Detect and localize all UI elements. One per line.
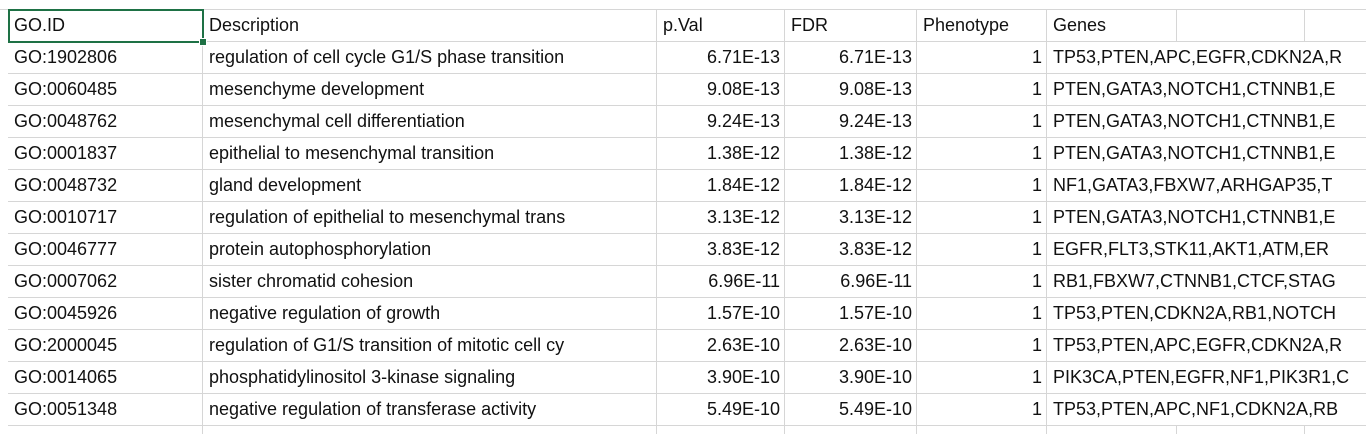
genes-cell[interactable]: EGFR,FLT3,STK11,AKT1,ATM,ER [1047, 234, 1366, 266]
genes-cell[interactable]: PTEN,GATA3,NOTCH1,CTNNB1,E [1047, 202, 1366, 234]
genes-cell[interactable]: NF1,GATA3,FBXW7,ARHGAP35,T [1047, 170, 1366, 202]
cell[interactable]: 1 [917, 138, 1047, 170]
cell[interactable]: 6.96E-11 [657, 266, 785, 298]
cell[interactable]: 1 [917, 202, 1047, 234]
cell[interactable]: 5.49E-10 [657, 394, 785, 426]
cell[interactable]: 2.63E-10 [657, 330, 785, 362]
genes-cell[interactable]: PTEN,GATA3,NOTCH1,CTNNB1,E [1047, 138, 1366, 170]
cell[interactable]: mesenchyme development [203, 74, 657, 106]
cell[interactable]: GO:0048762 [8, 106, 203, 138]
cell[interactable]: GO:0060485 [8, 74, 203, 106]
cell[interactable]: 9.08E-13 [657, 74, 785, 106]
cell[interactable]: 1.38E-12 [657, 138, 785, 170]
cell[interactable]: 1 [917, 74, 1047, 106]
genes-cell[interactable]: TP53,PTEN,CDKN2A,RB1,NOTCH [1047, 298, 1366, 330]
cell[interactable]: 3.90E-10 [785, 362, 917, 394]
header-cell[interactable]: Phenotype [917, 10, 1047, 42]
genes-cell[interactable]: PIK3CA,PTEN,EGFR,NF1,PIK3R1,C [1047, 362, 1366, 394]
cell[interactable]: 3.13E-12 [657, 202, 785, 234]
genes-cell[interactable]: PTEN,GATA3,NOTCH1,CTNNB1,E [1047, 74, 1366, 106]
empty-cell[interactable] [785, 426, 917, 434]
cell[interactable]: protein autophosphorylation [203, 234, 657, 266]
cell[interactable]: 1 [917, 234, 1047, 266]
header-cell[interactable]: p.Val [657, 10, 785, 42]
header-cell[interactable]: Genes [1047, 10, 1177, 42]
cell[interactable]: 9.24E-13 [785, 106, 917, 138]
cell[interactable]: GO:2000045 [8, 330, 203, 362]
cell[interactable]: 1 [917, 362, 1047, 394]
empty-cell[interactable] [8, 426, 203, 434]
cell[interactable]: GO:0001837 [8, 138, 203, 170]
cell[interactable]: GO:0045926 [8, 298, 203, 330]
empty-cell[interactable] [917, 426, 1047, 434]
cell[interactable]: sister chromatid cohesion [203, 266, 657, 298]
empty-cell[interactable] [1305, 10, 1366, 42]
cell[interactable]: 1 [917, 330, 1047, 362]
cell[interactable]: GO:0048732 [8, 170, 203, 202]
cell[interactable]: gland development [203, 170, 657, 202]
header-cell[interactable]: GO.ID [8, 10, 203, 42]
empty-cell[interactable] [1177, 10, 1305, 42]
cell[interactable]: 3.83E-12 [785, 234, 917, 266]
cell[interactable]: regulation of cell cycle G1/S phase tran… [203, 42, 657, 74]
cell[interactable]: epithelial to mesenchymal transition [203, 138, 657, 170]
cell[interactable]: GO:0014065 [8, 362, 203, 394]
cell[interactable]: GO:0007062 [8, 266, 203, 298]
cell[interactable]: 1.57E-10 [657, 298, 785, 330]
cell[interactable]: regulation of G1/S transition of mitotic… [203, 330, 657, 362]
cell[interactable]: 3.13E-12 [785, 202, 917, 234]
cell[interactable]: mesenchymal cell differentiation [203, 106, 657, 138]
cell[interactable]: 1.38E-12 [785, 138, 917, 170]
genes-cell[interactable]: TP53,PTEN,APC,EGFR,CDKN2A,R [1047, 330, 1366, 362]
cell[interactable]: negative regulation of growth [203, 298, 657, 330]
cell[interactable]: negative regulation of transferase activ… [203, 394, 657, 426]
empty-cell[interactable] [203, 426, 657, 434]
cell[interactable]: regulation of epithelial to mesenchymal … [203, 202, 657, 234]
cell[interactable]: 1.84E-12 [657, 170, 785, 202]
cell[interactable]: 9.24E-13 [657, 106, 785, 138]
header-cell[interactable]: Description [203, 10, 657, 42]
cell[interactable]: 6.71E-13 [785, 42, 917, 74]
cell[interactable]: 1 [917, 170, 1047, 202]
cell[interactable]: 1 [917, 298, 1047, 330]
genes-cell[interactable]: PTEN,GATA3,NOTCH1,CTNNB1,E [1047, 106, 1366, 138]
cell[interactable]: 2.63E-10 [785, 330, 917, 362]
cell[interactable]: GO:0010717 [8, 202, 203, 234]
empty-cell[interactable] [1177, 426, 1305, 434]
empty-cell[interactable] [657, 426, 785, 434]
cell[interactable]: GO:1902806 [8, 42, 203, 74]
cell[interactable]: 1.57E-10 [785, 298, 917, 330]
cell[interactable]: 6.96E-11 [785, 266, 917, 298]
cell[interactable]: 1 [917, 106, 1047, 138]
cell[interactable]: 3.83E-12 [657, 234, 785, 266]
cell[interactable]: GO:0051348 [8, 394, 203, 426]
empty-cell[interactable] [1047, 426, 1177, 434]
cell[interactable]: 1 [917, 266, 1047, 298]
empty-cell[interactable] [1305, 426, 1366, 434]
cell[interactable]: 6.71E-13 [657, 42, 785, 74]
cell[interactable]: 1 [917, 394, 1047, 426]
cell[interactable]: phosphatidylinositol 3-kinase signaling [203, 362, 657, 394]
cell[interactable]: 5.49E-10 [785, 394, 917, 426]
header-cell[interactable]: FDR [785, 10, 917, 42]
genes-cell[interactable]: TP53,PTEN,APC,NF1,CDKN2A,RB [1047, 394, 1366, 426]
genes-cell[interactable]: RB1,FBXW7,CTNNB1,CTCF,STAG [1047, 266, 1366, 298]
grid-frame [0, 9, 1366, 10]
cell[interactable]: 1 [917, 42, 1047, 74]
genes-cell[interactable]: TP53,PTEN,APC,EGFR,CDKN2A,R [1047, 42, 1366, 74]
cell[interactable]: GO:0046777 [8, 234, 203, 266]
cell[interactable]: 1.84E-12 [785, 170, 917, 202]
cell[interactable]: 9.08E-13 [785, 74, 917, 106]
cell[interactable]: 3.90E-10 [657, 362, 785, 394]
